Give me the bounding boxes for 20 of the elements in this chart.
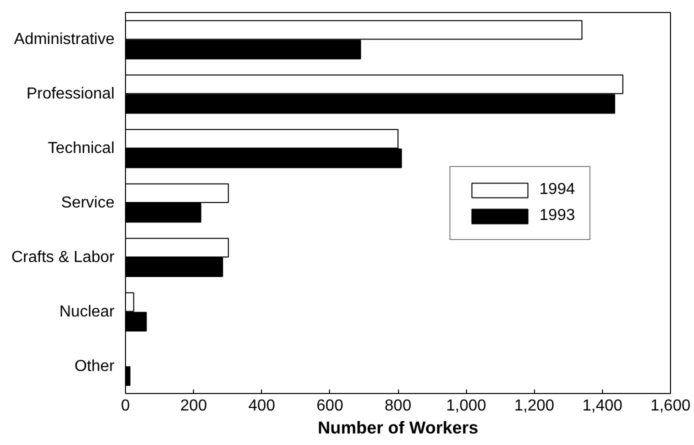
legend-label: 1994: [539, 180, 575, 198]
x-tick-label: 0: [121, 398, 130, 414]
x-axis-title: Number of Workers: [318, 418, 478, 438]
y-tick-label: Administrative: [14, 31, 115, 48]
x-tick-label: 1,200: [514, 398, 554, 414]
x-tick-label: 800: [384, 398, 412, 414]
x-tick-label: 1,400: [582, 398, 622, 414]
x-tick-label: 200: [180, 398, 208, 414]
y-tick-label: Service: [61, 194, 115, 212]
y-tick-label: Professional: [26, 86, 114, 103]
y-tick-label: Crafts & Labor: [11, 248, 116, 266]
legend-label: 1993: [539, 206, 575, 224]
x-tick-label: 400: [248, 398, 276, 414]
bar: [126, 366, 130, 386]
y-tick-label: Nuclear: [59, 303, 116, 320]
y-tick-label: Other: [74, 358, 116, 375]
x-tick-label: 600: [316, 398, 344, 414]
x-tick-label: 1,600: [650, 398, 691, 414]
x-tick-label: 1,000: [446, 398, 486, 414]
y-tick-label: Technical: [48, 140, 114, 158]
